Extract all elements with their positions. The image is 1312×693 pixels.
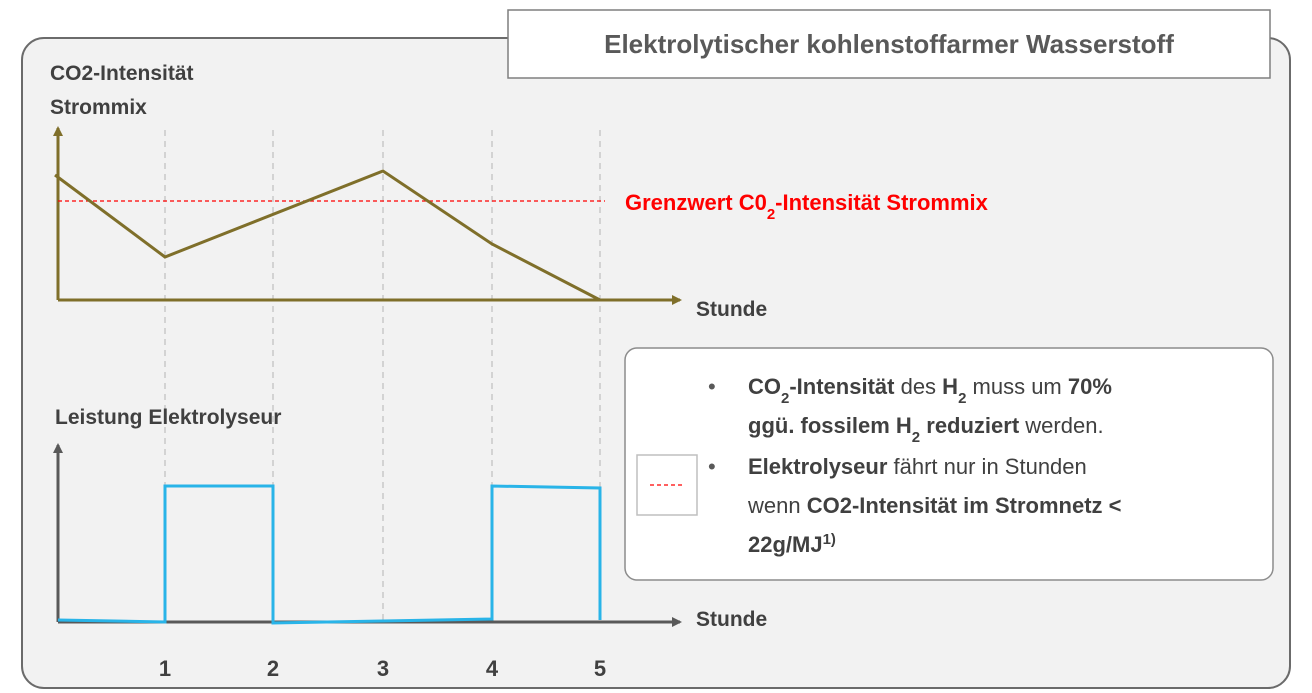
- text-run: ggü. fossilem H: [748, 413, 912, 438]
- text-run: werden.: [1019, 413, 1103, 438]
- text-run: muss um: [966, 374, 1067, 399]
- text-run: CO2-Intensität im Stromnetz <: [807, 493, 1122, 518]
- title: Elektrolytischer kohlenstoffarmer Wasser…: [604, 29, 1174, 59]
- x-label: Stunde: [696, 298, 767, 321]
- power-line: [57, 484, 602, 625]
- hour-label: 5: [594, 656, 606, 681]
- text-run: des: [894, 374, 942, 399]
- text-run: 2: [912, 429, 920, 446]
- bullet-dot: •: [708, 374, 716, 399]
- text-run: 2: [958, 390, 966, 407]
- text-run: -Intensität: [789, 374, 895, 399]
- text-run: H: [942, 374, 958, 399]
- info-box: [624, 347, 1274, 581]
- text-run: CO: [748, 374, 781, 399]
- title-box: [507, 9, 1271, 79]
- y-label: CO2-Intensität: [50, 62, 194, 85]
- y-label: Strommix: [50, 96, 147, 119]
- text-run: fährt nur in Stunden: [887, 454, 1086, 479]
- threshold-label: Grenzwert C02-Intensität Strommix: [625, 190, 989, 223]
- bullet-line: 22g/MJ1): [748, 531, 836, 558]
- bullet-dot: •: [708, 454, 716, 479]
- text-run: reduziert: [920, 413, 1020, 438]
- x-label: Stunde: [696, 608, 767, 631]
- text-run: 70%: [1068, 374, 1112, 399]
- bullets: • CO2-Intensität des H2 muss um 70%ggü. f…: [708, 374, 1122, 557]
- text-run: 2: [767, 206, 775, 223]
- hour-label: 2: [267, 656, 279, 681]
- bullet-line: wenn CO2-Intensität im Stromnetz <: [747, 493, 1122, 518]
- text-run: Grenzwert C0: [625, 190, 767, 215]
- text-run: 2: [781, 390, 789, 407]
- text-run: wenn: [747, 493, 807, 518]
- bullet-line: CO2-Intensität des H2 muss um 70%: [748, 374, 1112, 407]
- y-label: Leistung Elektrolyseur: [55, 406, 281, 429]
- bullet-line: ggü. fossilem H2 reduziert werden.: [748, 413, 1104, 446]
- legend-box: [636, 454, 698, 516]
- hour-label: 1: [159, 656, 171, 681]
- text-run: 22g/MJ: [748, 532, 823, 557]
- bullet-line: Elektrolyseur fährt nur in Stunden: [748, 454, 1087, 479]
- hour-labels: 1 2 3 4 5: [159, 656, 606, 681]
- intensity-line: [54, 169, 601, 302]
- hour-label: 4: [486, 656, 499, 681]
- text-run: Elektrolyseur: [748, 454, 888, 479]
- text-run: -Intensität Strommix: [775, 190, 988, 215]
- hour-label: 3: [377, 656, 389, 681]
- text-run: 1): [823, 531, 836, 548]
